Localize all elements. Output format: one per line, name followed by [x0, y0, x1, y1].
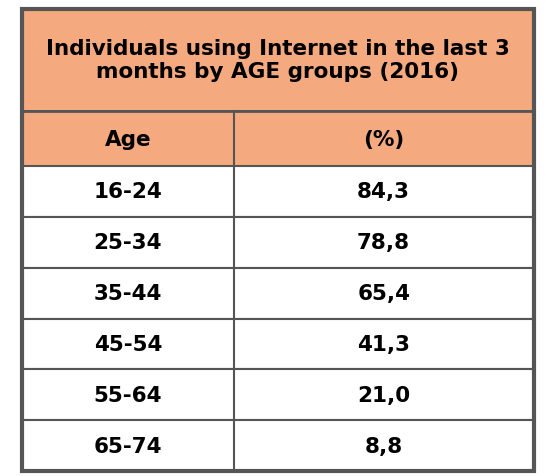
FancyBboxPatch shape	[22, 112, 534, 167]
Text: 41,3: 41,3	[357, 334, 410, 354]
Text: 45-54: 45-54	[94, 334, 162, 354]
Text: 8,8: 8,8	[365, 436, 403, 456]
Text: 65-74: 65-74	[93, 436, 162, 456]
FancyBboxPatch shape	[22, 370, 534, 420]
FancyBboxPatch shape	[22, 218, 534, 268]
Text: (%): (%)	[363, 129, 404, 149]
Text: 78,8: 78,8	[357, 233, 410, 253]
Text: 65,4: 65,4	[357, 284, 410, 304]
Text: 25-34: 25-34	[93, 233, 162, 253]
Text: 21,0: 21,0	[357, 385, 410, 405]
Text: Individuals using Internet in the last 3
months by AGE groups (2016): Individuals using Internet in the last 3…	[46, 39, 510, 82]
Text: 16-24: 16-24	[93, 182, 162, 202]
FancyBboxPatch shape	[22, 268, 534, 319]
Text: 55-64: 55-64	[93, 385, 162, 405]
Text: 35-44: 35-44	[94, 284, 162, 304]
FancyBboxPatch shape	[22, 319, 534, 370]
Text: 84,3: 84,3	[357, 182, 410, 202]
Text: Age: Age	[105, 129, 151, 149]
FancyBboxPatch shape	[22, 167, 534, 218]
FancyBboxPatch shape	[22, 420, 534, 471]
FancyBboxPatch shape	[22, 10, 534, 112]
